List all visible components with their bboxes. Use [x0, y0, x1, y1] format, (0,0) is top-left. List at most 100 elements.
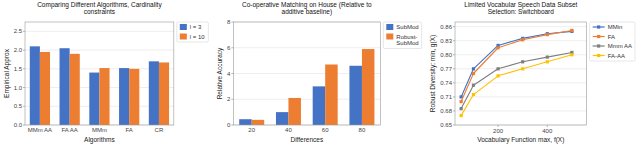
grid-line [455, 82, 587, 83]
text-line: constraints [84, 8, 116, 15]
legend-box [590, 22, 635, 61]
bar [30, 46, 40, 125]
grid [231, 22, 380, 125]
y-tick [231, 125, 233, 126]
title: Comparing Different Algorithms, Cardinal… [37, 1, 162, 15]
panel: l = 3l = 100.00.51.01.52.02.5MMm AAFA AA… [3, 1, 209, 144]
point [460, 100, 463, 103]
bar [288, 98, 300, 125]
grid [453, 27, 587, 127]
point [472, 72, 475, 75]
point [521, 67, 524, 70]
marks [239, 49, 374, 125]
y-tick-label: 0.74 [440, 80, 452, 86]
legend-label: Mmm AA [608, 43, 632, 49]
y-tick-label: 4 [227, 71, 231, 77]
grid-line [455, 54, 587, 55]
grid-line [455, 26, 587, 27]
y-tick-label: 2.0 [14, 47, 23, 53]
bar [325, 64, 337, 125]
y-tick-label: 6 [227, 45, 231, 51]
panel: MMinFAMmm AAFA-AA0.650.680.710.740.770.8… [429, 1, 635, 144]
bar [362, 49, 374, 125]
bar [89, 73, 99, 125]
x-tick-label: FA AA [61, 127, 77, 133]
grid-line [25, 31, 174, 32]
point [521, 38, 524, 41]
bar [349, 66, 361, 125]
y-tick [231, 73, 233, 74]
x-tick [547, 125, 548, 127]
point [496, 67, 499, 70]
x-tick-label: FA [126, 127, 133, 133]
legend-line [593, 55, 605, 56]
bar [40, 52, 50, 125]
x-tick-label: 20 [248, 127, 255, 133]
x-tick-labels: 20406080 [248, 127, 366, 133]
legend: SubModRobust-SubMod [383, 22, 421, 49]
bar [60, 48, 70, 125]
x-axis-label: Vocabulary Function max, f(X) [477, 136, 564, 144]
legend-label: FA-AA [608, 53, 625, 59]
grid [23, 31, 174, 125]
y-axis-label: Relative Accuracy [216, 47, 224, 99]
x-tick-label: 60 [322, 127, 329, 133]
legend-marker [597, 54, 600, 57]
y-tick-label: 0.0 [14, 122, 23, 128]
y-tick [231, 22, 233, 23]
x-tick-label: 200 [493, 128, 504, 134]
legend-marker [597, 25, 600, 28]
bar [239, 119, 251, 125]
legend: MMin FA Mmm AA FA-AA [590, 22, 635, 61]
plot-frame [25, 22, 174, 125]
text-line: Selection: Switchboard [488, 8, 555, 15]
legend-marker [597, 44, 600, 47]
legend-label: l = 10 [190, 34, 206, 40]
text-line: SubMod [396, 40, 418, 46]
plot-frame [233, 22, 380, 125]
text-line: Robust- [396, 34, 417, 40]
legend: l = 3 l = 10 [177, 22, 209, 42]
legend-swatch [180, 24, 187, 30]
bar [313, 86, 325, 125]
point [472, 93, 475, 96]
x-tick-label: 400 [542, 128, 553, 134]
y-tick-label: 0.65 [440, 122, 452, 128]
bar [276, 112, 288, 125]
point [570, 30, 573, 33]
bar [70, 54, 80, 125]
bar [149, 61, 159, 125]
point [472, 84, 475, 87]
y-tick-label: 0.77 [440, 66, 452, 72]
x-tick [498, 125, 499, 127]
y-tick-label: 8 [227, 19, 231, 25]
bar [119, 68, 129, 125]
y-tick-labels: 02468 [227, 19, 231, 128]
marks [30, 46, 169, 125]
point [546, 33, 549, 36]
x-tick-label: MMm [92, 127, 107, 133]
grid-line [455, 96, 587, 97]
point [460, 114, 463, 117]
legend-label: MMin [608, 24, 623, 30]
legend-swatch [386, 34, 393, 40]
point [521, 60, 524, 63]
grid-line [25, 50, 174, 51]
point [472, 67, 475, 70]
y-tick-label: 0.71 [440, 94, 452, 100]
x-axis-label: Algorithms [84, 136, 115, 144]
legend-box [177, 22, 209, 42]
legend-label: l = 3 [190, 24, 202, 30]
y-tick-label: 0.5 [14, 103, 23, 109]
panel: SubModRobust-SubMod0246820406080Differen… [216, 1, 422, 143]
title: Co-operative Matching on House (Relative… [242, 1, 372, 16]
point [546, 32, 549, 35]
chart-root: l = 3l = 100.00.51.01.52.02.5MMm AAFA AA… [0, 0, 640, 147]
legend-marker [597, 35, 600, 38]
title: Limited Vocabular Speech Data SubsetSele… [464, 1, 577, 15]
point [496, 46, 499, 49]
y-axis-label: Robust Diversity: min, g(X) [429, 35, 437, 112]
legend-swatch [180, 34, 187, 40]
line [461, 55, 572, 116]
legend-label: FA [608, 34, 615, 40]
